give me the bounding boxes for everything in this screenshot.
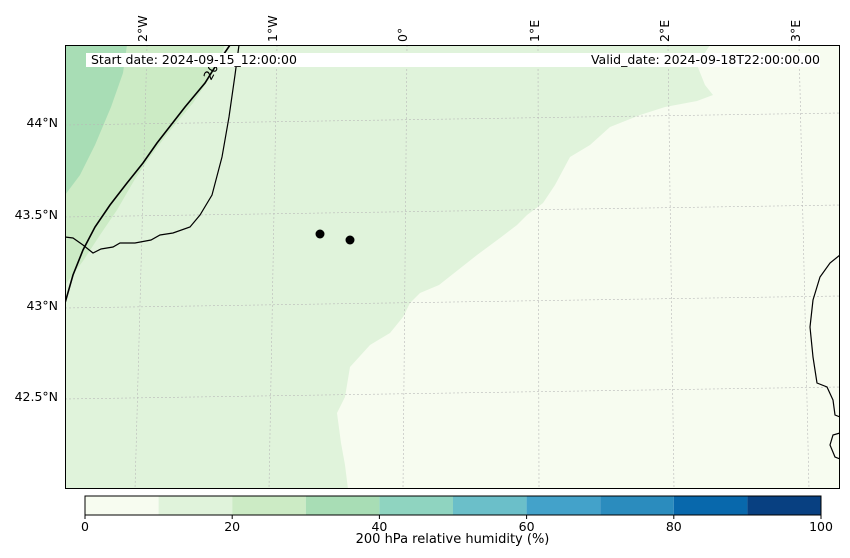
map-border bbox=[65, 45, 840, 489]
colorbar-label: 200 hPa relative humidity (%) bbox=[355, 532, 550, 547]
colorbar-bin-5 bbox=[453, 496, 527, 515]
contour-line-20 bbox=[65, 45, 231, 304]
colorbar-tick-label: 0 bbox=[81, 519, 89, 534]
valid-date-label: Valid_date: 2024-09-18T22:00:00.00 bbox=[556, 53, 820, 67]
lon-label-2e: 2°E bbox=[657, 20, 672, 42]
colorbar-tick-label: 80 bbox=[666, 519, 682, 534]
colorbar-bin-1 bbox=[158, 496, 233, 515]
colorbar-bins bbox=[85, 496, 821, 515]
map-panel: 20 bbox=[65, 45, 840, 489]
lat-label-44n: 44°N bbox=[26, 115, 58, 130]
colorbar-tick-label: 40 bbox=[371, 519, 387, 534]
colorbar-bin-0 bbox=[85, 496, 159, 515]
coastline-east bbox=[809, 254, 840, 418]
colorbar-border bbox=[84, 495, 822, 516]
lat-label-43-5n: 43.5°N bbox=[15, 207, 58, 222]
colorbar-bin-3 bbox=[305, 496, 380, 515]
colorbar-tick-label: 100 bbox=[809, 519, 833, 534]
colorbar-bin-7 bbox=[600, 496, 674, 515]
station-marker bbox=[315, 229, 325, 239]
lat-label-43n: 43°N bbox=[26, 298, 58, 313]
station-marker bbox=[345, 235, 355, 245]
lat-label-42-5n: 42.5°N bbox=[15, 389, 58, 404]
colorbar-bin-6 bbox=[526, 496, 601, 515]
lon-label-3e: 3°E bbox=[788, 20, 803, 42]
colorbar-bin-9 bbox=[747, 496, 821, 515]
colorbar-ticks: 0 20 40 60 80 100 bbox=[81, 515, 833, 534]
colorbar: 0 20 40 60 80 100 bbox=[81, 495, 833, 534]
humidity-band-30-40 bbox=[65, 45, 127, 195]
start-date-label: Start date: 2024-09-15_12:00:00 bbox=[86, 53, 561, 67]
colorbar-bin-4 bbox=[379, 496, 453, 515]
graticule bbox=[65, 45, 840, 489]
colorbar-bin-8 bbox=[673, 496, 748, 515]
colorbar-tick-label: 20 bbox=[224, 519, 240, 534]
lon-label-2w: 2°W bbox=[135, 15, 150, 42]
longitude-labels: 2°W 1°W 0° 1°E 2°E 3°E bbox=[135, 15, 803, 42]
colorbar-bin-2 bbox=[232, 496, 306, 515]
lon-label-0: 0° bbox=[395, 28, 410, 42]
coastline-east-inlet bbox=[829, 432, 840, 460]
humidity-field: 20 bbox=[65, 45, 840, 489]
humidity-band-0-10 bbox=[337, 45, 840, 489]
coastline-west bbox=[65, 45, 240, 254]
colorbar-tick-label: 60 bbox=[519, 519, 535, 534]
latitude-labels: 44°N 43.5°N 43°N 42.5°N bbox=[15, 115, 58, 404]
lon-label-1w: 1°W bbox=[265, 15, 280, 42]
lon-label-1e: 1°E bbox=[527, 20, 542, 42]
